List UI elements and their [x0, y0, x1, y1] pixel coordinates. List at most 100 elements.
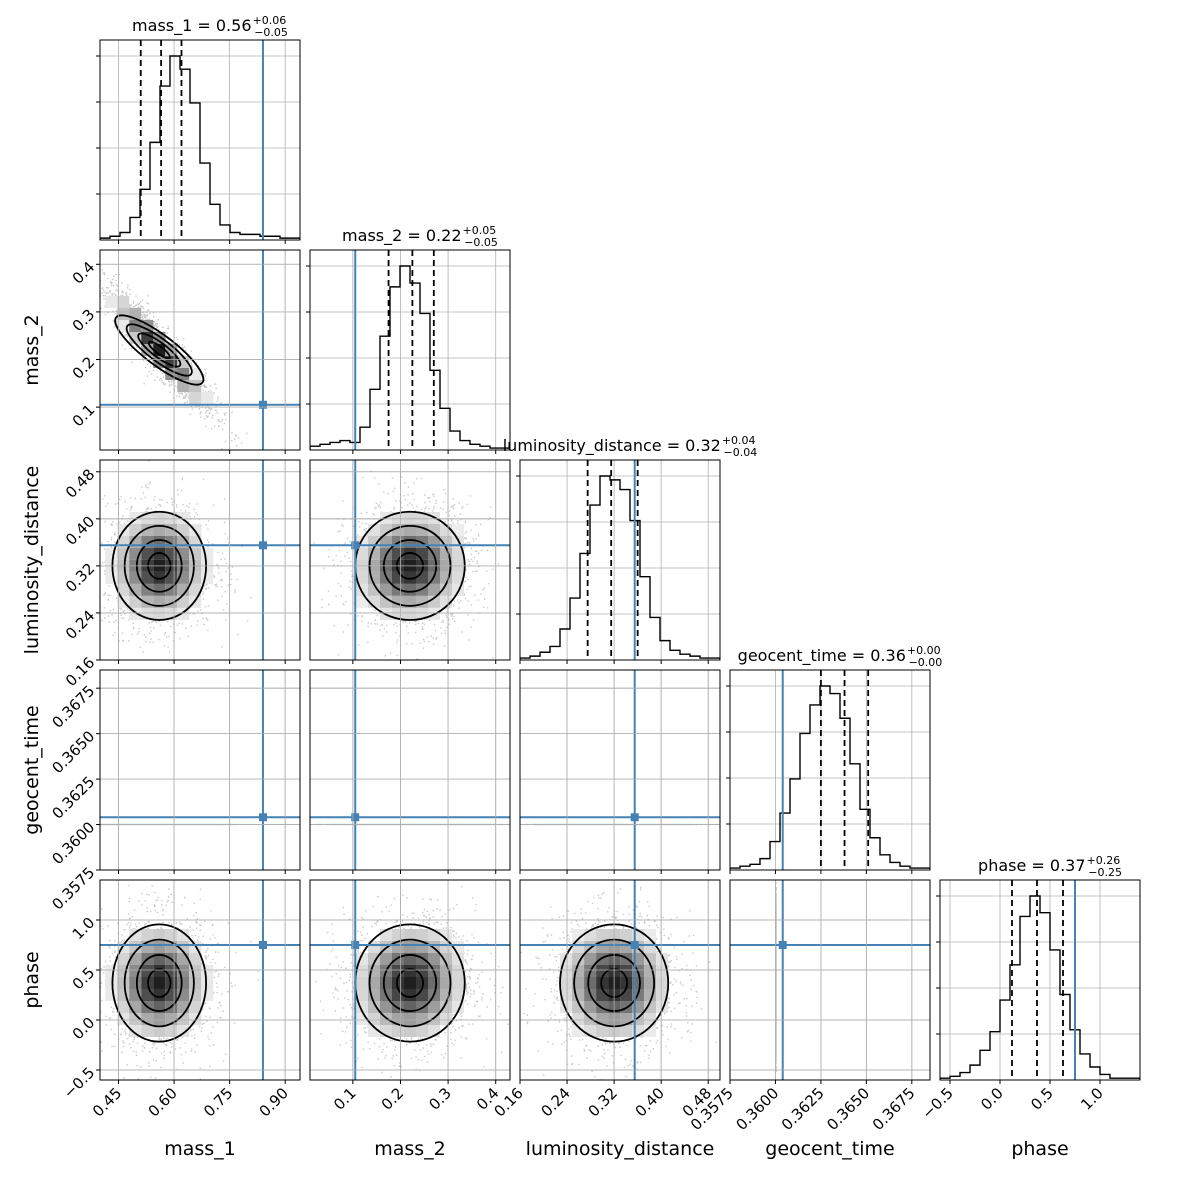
y-tick-label: 0.5 — [69, 964, 99, 994]
density-cell — [440, 1001, 452, 1013]
contour-1 — [137, 332, 182, 368]
density-cell — [141, 583, 154, 596]
panel-frame — [519, 879, 721, 1081]
density-cell — [153, 1025, 166, 1037]
panel-frame — [519, 669, 721, 871]
panel-title-geocent_time: geocent_time = 0.36+0.00 −0.00 — [738, 644, 943, 669]
density-cell — [416, 1025, 428, 1037]
density-cell — [440, 977, 452, 989]
density-cell — [201, 547, 214, 560]
density-cell — [428, 953, 440, 965]
density-cell — [656, 965, 669, 977]
density-cell — [356, 965, 368, 977]
density-cell — [656, 977, 669, 989]
density-cell — [416, 547, 428, 560]
title-upper-error: +0.04 — [722, 434, 756, 447]
panel-frame — [309, 459, 511, 661]
density-cell — [392, 953, 404, 965]
title-lower-error: −0.05 — [464, 236, 498, 249]
x-axis-label-phase: phase — [1011, 1138, 1068, 1160]
samples — [775, 882, 777, 1080]
density-cell — [177, 1013, 190, 1025]
x-tick-label: 0.45 — [89, 1084, 125, 1120]
density-cell — [141, 571, 154, 584]
density-cell — [584, 1001, 597, 1013]
contour-3 — [111, 923, 208, 1043]
panel-luminosity_distance-vs-geocent_time — [520, 670, 720, 870]
density-cell — [117, 953, 130, 965]
density-cell — [105, 977, 118, 989]
panel-mass_2-vs-luminosity_distance — [310, 460, 510, 660]
density-cell — [584, 953, 597, 965]
density-cell — [153, 607, 166, 620]
y-tick-label: −0.5 — [60, 1064, 98, 1102]
contour-3 — [114, 314, 205, 386]
density-cell — [165, 929, 178, 941]
contour-2 — [368, 524, 452, 607]
y-tick-label: 0.16 — [62, 654, 98, 690]
histogram-geocent_time — [730, 685, 930, 870]
y-axis-label-phase: phase — [21, 951, 43, 1008]
panel-mass_1-vs-phase — [100, 880, 300, 1080]
panel-luminosity_distance-vs-phase — [520, 880, 720, 1080]
panel-title-phase: phase = 0.37+0.26 −0.25 — [978, 854, 1122, 879]
density-cell — [189, 953, 202, 965]
panel-frame — [729, 669, 931, 871]
density-cell — [392, 1013, 404, 1025]
density-cell — [165, 1025, 178, 1037]
panel-frame — [99, 249, 301, 451]
contour-1 — [135, 954, 183, 1012]
density-cell — [201, 977, 214, 989]
x-tick-label: 0.24 — [538, 1084, 574, 1120]
density-cell — [440, 1013, 452, 1025]
density-cell — [189, 583, 202, 596]
panel-frame — [99, 669, 301, 871]
y-tick-label: 0.3650 — [49, 727, 99, 777]
density-cell — [440, 929, 452, 941]
histogram-mass_2 — [310, 265, 510, 450]
density-cell — [404, 1025, 416, 1037]
density-cell — [428, 583, 440, 596]
histogram-luminosity_distance — [520, 475, 720, 660]
x-tick-label: 0.3675 — [869, 1084, 919, 1134]
y-tick-label: 0.1 — [69, 401, 99, 431]
density-cell — [141, 989, 154, 1001]
density-cell — [129, 929, 142, 941]
panel-frame — [99, 39, 301, 241]
density-cell — [177, 368, 190, 380]
panel-frame — [519, 459, 721, 661]
density-cell — [404, 1013, 416, 1025]
x-axis-label-mass_2: mass_2 — [374, 1138, 446, 1160]
title-upper-error: +0.06 — [253, 14, 287, 27]
density-cell — [153, 547, 166, 560]
y-tick-label: 0.3600 — [49, 818, 99, 868]
panel-mass_2-vs-geocent_time — [310, 670, 510, 870]
density-cell — [656, 989, 669, 1001]
panel-frame — [309, 879, 511, 1081]
density-cell — [428, 977, 440, 989]
truth-marker — [630, 941, 639, 949]
panel-frame — [99, 459, 301, 661]
density-cell — [440, 953, 452, 965]
density-cell — [392, 511, 404, 524]
density-cell — [117, 977, 130, 989]
density-cell — [644, 953, 657, 965]
density-cell — [153, 929, 166, 941]
title-upper-error: +0.05 — [463, 224, 497, 237]
panel-frame — [939, 879, 1141, 1081]
density-cell — [380, 583, 392, 596]
density-cell — [380, 595, 392, 608]
density-cell — [428, 523, 440, 536]
density-cell — [452, 523, 464, 536]
truth-marker — [351, 941, 360, 949]
density-cell — [644, 1013, 657, 1025]
density-cell — [416, 929, 428, 941]
density-cell — [141, 1025, 154, 1037]
density-cell — [141, 511, 154, 524]
density-cell — [380, 953, 392, 965]
density-cell — [141, 929, 154, 941]
density-cell — [356, 547, 368, 560]
x-tick-label: 0.3 — [425, 1084, 455, 1114]
histogram-phase — [940, 895, 1140, 1080]
